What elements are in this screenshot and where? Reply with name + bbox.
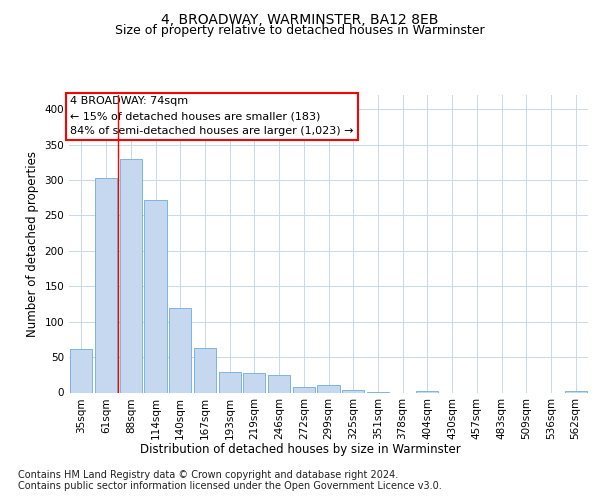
Bar (70, 348, 92, 393)
Text: Contains public sector information licensed under the Open Government Licence v3: Contains public sector information licen… (18, 481, 442, 491)
Text: 4, BROADWAY, WARMINSTER, BA12 8EB: 4, BROADWAY, WARMINSTER, BA12 8EB (161, 12, 439, 26)
Bar (243, 374, 265, 392)
Bar (565, 391, 587, 392)
Bar (416, 391, 439, 392)
Text: Size of property relative to detached houses in Warminster: Size of property relative to detached ho… (115, 24, 485, 37)
Bar (145, 200, 167, 392)
Bar (95, 178, 117, 392)
Text: Distribution of detached houses by size in Warminster: Distribution of detached houses by size … (140, 442, 460, 456)
Bar (268, 375, 290, 392)
Bar (119, 159, 142, 392)
Bar (169, 308, 191, 392)
Bar (342, 390, 364, 392)
Bar (194, 348, 216, 393)
Y-axis label: Number of detached properties: Number of detached properties (26, 151, 39, 337)
Bar (218, 372, 241, 392)
Text: 4 BROADWAY: 74sqm
← 15% of detached houses are smaller (183)
84% of semi-detache: 4 BROADWAY: 74sqm ← 15% of detached hous… (70, 96, 354, 136)
Text: Contains HM Land Registry data © Crown copyright and database right 2024.: Contains HM Land Registry data © Crown c… (18, 470, 398, 480)
Bar (293, 387, 315, 392)
Bar (317, 386, 340, 392)
